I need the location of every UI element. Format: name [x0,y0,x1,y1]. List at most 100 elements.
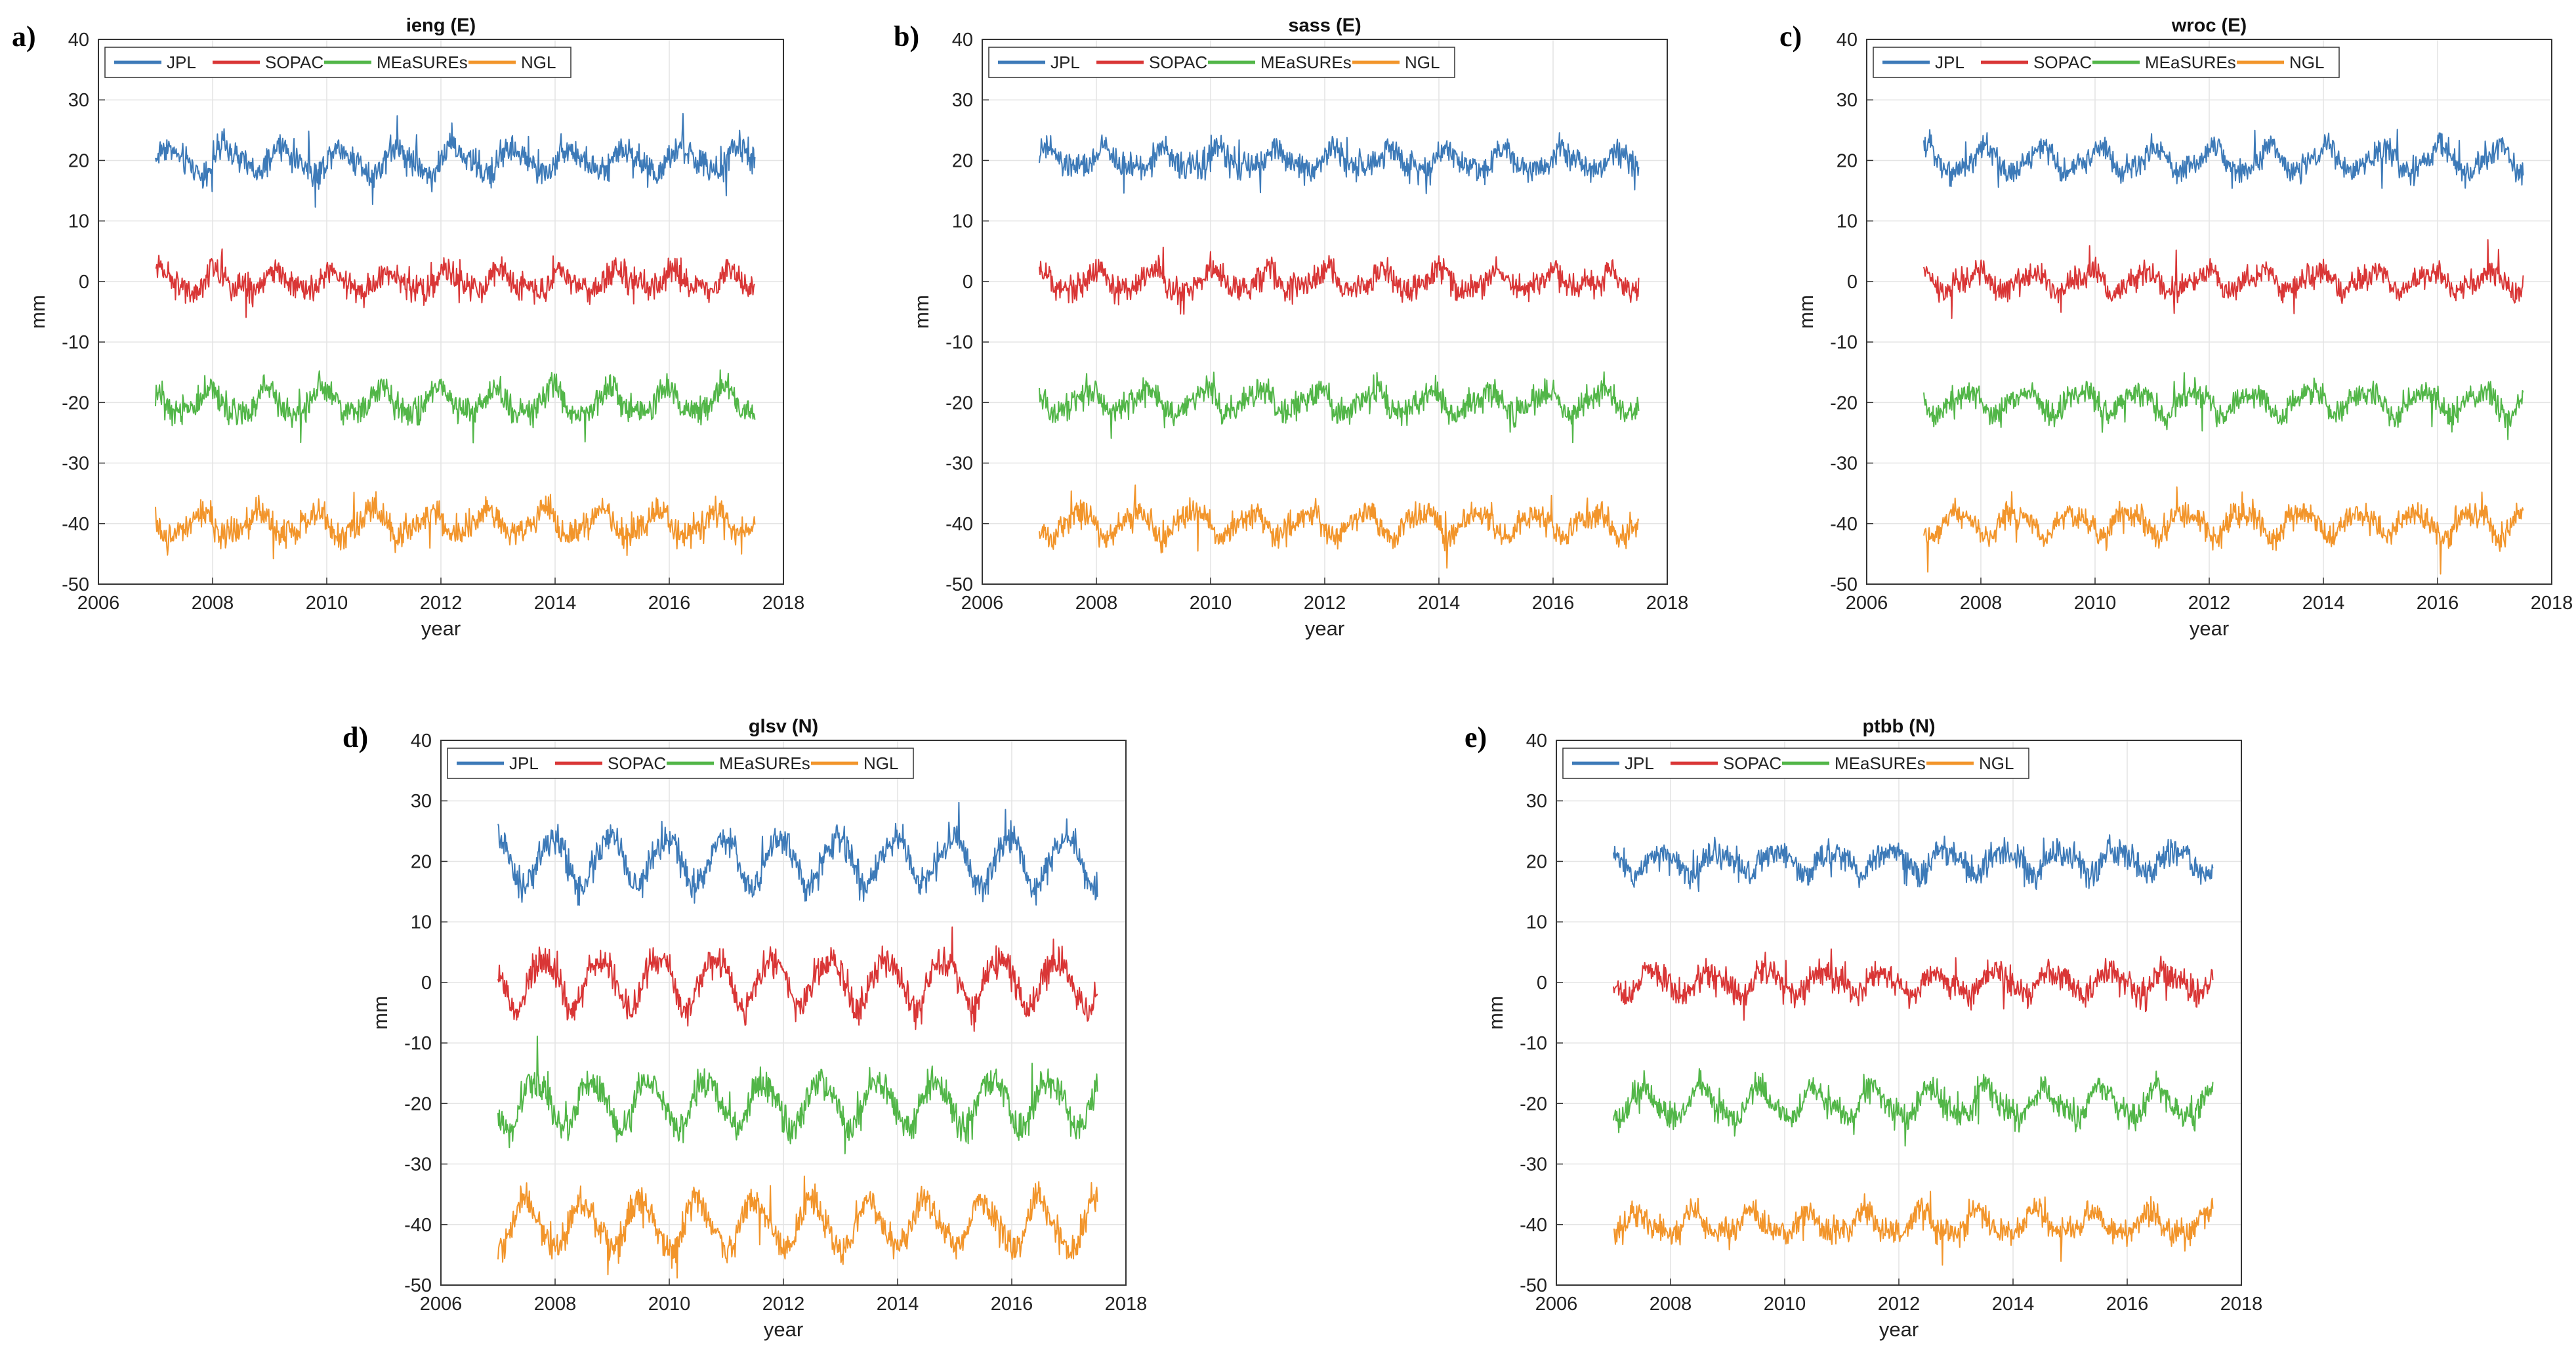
y-tick-label: 0 [79,272,89,293]
y-tick-label: 20 [952,150,973,171]
panel-2: c) wroc (E)2006 2008 2010 2012 2014 2016 2018-5… [1779,15,2573,640]
chart-title: ptbb (N) [1862,716,1935,737]
y-tick-label: 0 [1537,973,1547,994]
x-tick-label: 2010 [2074,593,2117,614]
panel-label: a) [12,20,36,53]
legend-label: NGL [2289,53,2324,72]
y-tick-label: 30 [1526,791,1547,812]
y-tick-label: 40 [411,730,432,751]
y-tick-label: 20 [1837,150,1858,171]
y-tick-label: -30 [404,1154,432,1175]
legend-label: NGL [863,753,898,773]
y-tick-label: 0 [421,973,432,994]
legend-label: SOPAC [608,753,666,773]
axes-box [440,740,1127,1286]
x-tick-label: 2018 [1105,1294,1148,1315]
y-tick-label: 20 [1526,851,1547,872]
x-axis-label: year [1879,1318,1919,1341]
y-tick-label: 40 [1526,730,1547,751]
legend-label: JPL [1050,53,1080,72]
legend-label: NGL [1405,53,1440,72]
x-tick-label: 2008 [1960,593,2003,614]
series-line-sopac [1613,948,2214,1021]
legend-label: JPL [1625,753,1654,773]
y-tick-label: -20 [404,1093,432,1114]
y-tick-label: -30 [945,454,973,475]
y-tick-label: -40 [1520,1215,1547,1236]
y-tick-label: 30 [952,90,973,111]
panel-3: d) glsv (N)2006 2008 2010 2012 2014 2016 2018-5… [343,716,1147,1341]
y-tick-label: 30 [1837,90,1858,111]
y-tick-label: -40 [404,1215,432,1236]
x-tick-label: 2014 [1992,1294,2035,1315]
x-axis-label: year [2190,617,2229,640]
y-tick-label: -30 [62,454,89,475]
x-tick-label: 2016 [2106,1294,2149,1315]
y-tick-label: -50 [1830,574,1858,595]
y-tick-label: 10 [1837,211,1858,232]
x-tick-label: 2008 [1650,1294,1692,1315]
y-tick-label: -10 [1830,332,1858,353]
y-axis-label: mm [1795,295,1818,329]
series-line-ngl [497,1175,1098,1279]
y-tick-label: 40 [952,30,973,51]
y-tick-label: 10 [411,912,432,933]
y-tick-label: 0 [963,272,973,293]
y-tick-label: 10 [68,211,89,232]
y-tick-label: -40 [1830,514,1858,535]
y-axis-label: mm [369,996,392,1030]
x-axis-label: year [764,1318,803,1341]
y-tick-label: 40 [1837,30,1858,51]
panel-label: b) [894,20,919,53]
series-line-ngl [1039,484,1640,569]
x-tick-label: 2018 [2531,593,2573,614]
panel-label: e) [1465,721,1487,753]
panel-0: a) ieng (E)2006 2008 2010 2012 2014 2016 2018-5… [12,15,804,640]
series-line-ngl [1923,486,2524,575]
legend-label: SOPAC [265,53,323,72]
series-line-measures [1923,372,2524,440]
x-tick-label: 2018 [762,593,805,614]
x-tick-label: 2010 [1764,1294,1806,1315]
series-line-ngl [155,491,756,560]
x-tick-label: 2018 [2220,1294,2263,1315]
axes-box [1866,39,2552,585]
y-tick-label: 10 [1526,912,1547,933]
y-tick-label: -30 [1520,1154,1547,1175]
x-tick-label: 2014 [2302,593,2345,614]
x-tick-label: 2014 [534,593,577,614]
y-tick-label: -20 [62,392,89,413]
x-tick-label: 2012 [762,1294,805,1315]
legend-label: MEaSUREs [1260,53,1352,72]
x-tick-label: 2010 [648,1294,691,1315]
x-tick-label: 2014 [877,1294,919,1315]
legend-label: NGL [1979,753,2014,773]
legend-label: MEaSUREs [2145,53,2236,72]
x-tick-label: 2018 [1646,593,1689,614]
y-tick-label: -10 [62,332,89,353]
axes-box [98,39,784,585]
panel-1: b) sass (E)2006 2008 2010 2012 2014 2016 2018-5… [894,15,1688,640]
legend-label: SOPAC [2033,53,2092,72]
chart-title: wroc (E) [2171,15,2247,36]
x-tick-label: 2006 [420,1294,463,1315]
legend-label: SOPAC [1149,53,1207,72]
series-line-measures [1039,371,1640,444]
y-tick-label: 20 [68,150,89,171]
axes-box [1556,740,2242,1286]
series-line-sopac [1923,239,2524,319]
series-line-measures [155,369,756,444]
series-line-sopac [497,926,1098,1032]
x-axis-label: year [1305,617,1344,640]
y-tick-label: -20 [1520,1093,1547,1114]
x-tick-label: 2012 [2188,593,2231,614]
series-line-jpl [155,113,756,208]
chart-title: sass (E) [1288,15,1361,36]
x-tick-label: 2010 [306,593,348,614]
y-tick-label: 30 [411,791,432,812]
x-tick-label: 2016 [1532,593,1575,614]
legend-label: JPL [509,753,539,773]
y-tick-label: -50 [404,1275,432,1296]
x-tick-label: 2012 [1304,593,1346,614]
